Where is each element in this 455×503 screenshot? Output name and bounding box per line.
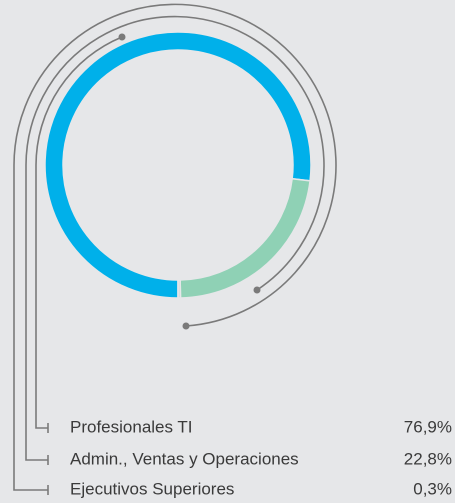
legend-label: Admin., Ventas y Operaciones (70, 449, 299, 468)
legend-value: 0,3% (413, 479, 452, 498)
legend-label: Profesionales TI (70, 417, 193, 436)
donut-segment (179, 177, 311, 299)
connector-line (13, 3, 337, 491)
connector-dot (253, 286, 261, 294)
connector-line (25, 15, 325, 461)
legend-value: 22,8% (404, 449, 452, 468)
connector-dot (182, 322, 190, 330)
donut-segment (177, 279, 182, 299)
connector-line (35, 36, 123, 429)
connector-dot (118, 33, 126, 41)
connectors (13, 3, 337, 495)
legend-label: Ejecutivos Superiores (70, 479, 234, 498)
legend-value: 76,9% (404, 417, 452, 436)
